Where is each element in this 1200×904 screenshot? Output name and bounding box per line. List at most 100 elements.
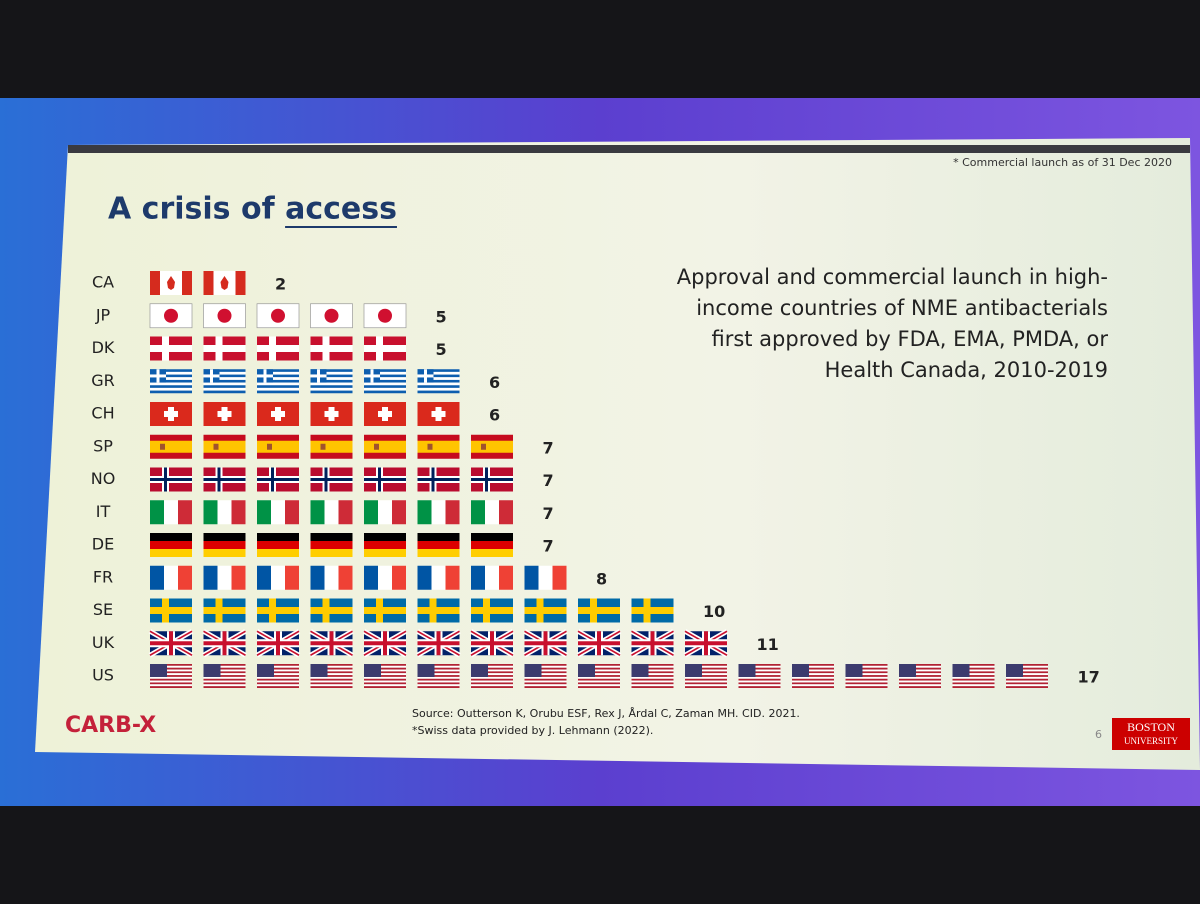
source: *Swiss data provided by J. Lehmann (2022… <box>412 724 653 737</box>
flag-part <box>392 565 406 590</box>
flag-part <box>310 665 353 668</box>
flag <box>257 434 299 459</box>
flag-part <box>524 664 567 666</box>
flag <box>310 664 353 688</box>
flag-part <box>738 664 781 666</box>
flag-part <box>899 675 941 677</box>
flag <box>202 629 247 658</box>
flag <box>150 434 192 459</box>
category-label: FR <box>93 567 113 586</box>
flag-part <box>150 387 192 391</box>
flag <box>150 467 192 492</box>
flag-part <box>1006 684 1048 687</box>
flag <box>310 500 353 525</box>
flag-part <box>952 676 995 679</box>
flag <box>417 565 460 590</box>
flag <box>578 664 620 688</box>
flag-part <box>364 664 406 666</box>
flag-part <box>164 500 178 525</box>
flag-part <box>417 385 460 388</box>
value-label: 7 <box>543 504 554 523</box>
flag-part <box>578 678 620 681</box>
flag-part <box>203 533 246 541</box>
flag-part <box>524 675 567 677</box>
flag-part <box>471 676 513 679</box>
flag-part <box>150 549 192 557</box>
flag-part <box>417 678 460 681</box>
flag-part <box>150 678 192 681</box>
flag-part <box>310 369 353 372</box>
flag-part <box>471 675 513 677</box>
page-number: 6 <box>1095 728 1102 741</box>
flag-part <box>417 667 460 670</box>
flag-part <box>417 675 460 677</box>
flag-part <box>471 684 513 687</box>
flag-part <box>324 308 339 323</box>
flag-part <box>471 686 513 688</box>
flag-part <box>392 500 406 525</box>
flag <box>631 598 674 623</box>
flag-row <box>150 467 513 492</box>
flag-part <box>578 665 620 668</box>
flag-part <box>150 641 192 646</box>
flag-part <box>417 382 460 386</box>
subtitle: income countries of NME antibacterials <box>696 296 1108 320</box>
flag-part <box>150 271 160 295</box>
flag-part <box>792 680 834 683</box>
flag <box>257 369 299 394</box>
flag-part <box>471 478 513 481</box>
flag-part <box>203 303 246 329</box>
flag <box>578 598 620 623</box>
flag-part <box>203 676 246 679</box>
flag-part <box>524 686 567 688</box>
flag <box>364 434 406 459</box>
flag <box>257 565 299 590</box>
flag-part <box>417 549 460 557</box>
flag-part <box>257 682 299 685</box>
flag <box>524 664 567 688</box>
flag-part <box>845 665 888 668</box>
flag-part <box>364 500 378 525</box>
flag-part <box>364 678 406 681</box>
flag-part <box>685 686 727 688</box>
flag-part <box>792 678 834 681</box>
flag-row <box>150 369 460 394</box>
flag-part <box>631 682 674 685</box>
flag-part <box>150 371 192 375</box>
flag-part <box>471 533 513 541</box>
flag-part <box>1006 682 1048 685</box>
flag-part <box>417 377 460 380</box>
flag-part <box>150 541 192 549</box>
flag-part <box>1006 680 1048 683</box>
flag-part <box>524 671 567 674</box>
flag-part <box>257 369 299 372</box>
flag-part <box>431 565 446 590</box>
flag-part <box>899 673 941 676</box>
flag-part <box>203 565 218 590</box>
flag <box>203 434 246 459</box>
flag-part <box>524 684 567 687</box>
flag-part <box>203 385 246 388</box>
flag-part <box>364 541 406 549</box>
flag-part <box>1006 678 1048 681</box>
flag-part <box>364 371 406 375</box>
flag-part <box>203 684 246 687</box>
flag-row <box>150 664 1048 688</box>
flag-part <box>417 371 460 375</box>
flag-part <box>257 541 299 549</box>
flag-part <box>952 680 995 683</box>
flag-part <box>631 686 674 688</box>
flag-part <box>167 276 175 290</box>
flag-part <box>310 680 353 683</box>
flag-part <box>257 374 299 378</box>
flag-part <box>364 664 381 677</box>
flag-part <box>203 387 246 391</box>
flag-part <box>374 443 379 450</box>
flag-part <box>150 664 167 677</box>
flag-part <box>160 443 165 450</box>
flag-part <box>445 500 460 525</box>
flag-part <box>257 500 271 525</box>
flag-part <box>150 385 192 388</box>
flag <box>203 369 246 394</box>
flag-part <box>685 676 727 679</box>
